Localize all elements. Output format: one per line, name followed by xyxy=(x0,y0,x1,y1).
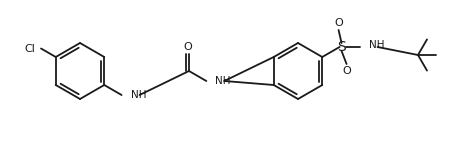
Text: O: O xyxy=(342,66,351,76)
Text: O: O xyxy=(334,18,343,28)
Text: Cl: Cl xyxy=(24,43,35,53)
Text: NH: NH xyxy=(131,90,146,100)
Text: O: O xyxy=(183,42,192,52)
Text: NH: NH xyxy=(369,40,384,50)
Text: NH: NH xyxy=(215,76,231,86)
Text: S: S xyxy=(337,40,346,54)
